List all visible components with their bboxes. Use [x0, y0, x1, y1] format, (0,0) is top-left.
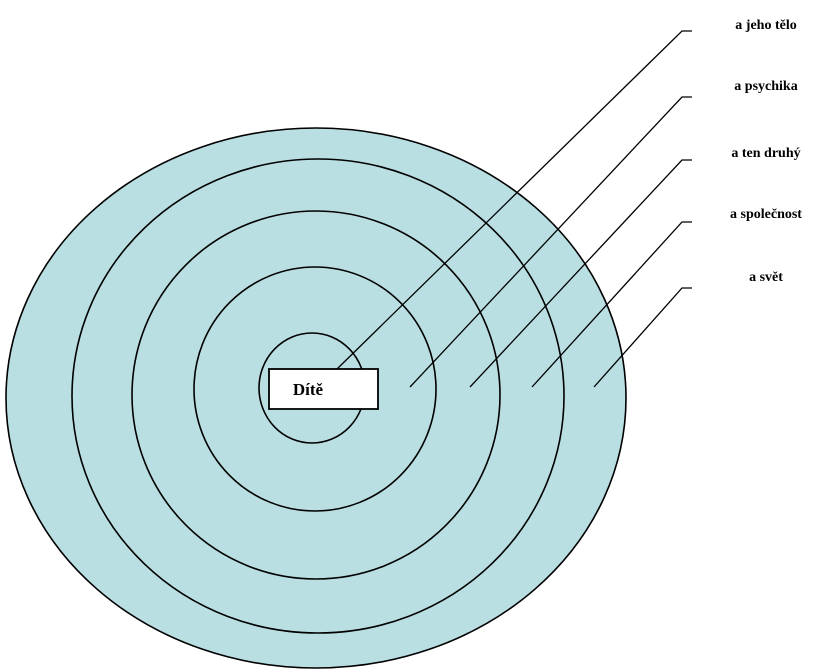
- leader-line-spolecnost: [531, 221, 692, 388]
- leader-line-psychika: [409, 96, 692, 388]
- leader-line-svet: [593, 287, 692, 388]
- layer-label-ten-druhy: a ten druhý: [731, 146, 800, 161]
- layer-label-jeho-telo: a jeho tělo: [735, 18, 796, 33]
- leader-line-ten-druhy: [469, 159, 692, 388]
- leader-line-jeho-telo: [336, 30, 692, 370]
- layer-label-spolecnost: a společnost: [730, 207, 802, 222]
- center-node: Dítě: [268, 368, 379, 410]
- layer-label-psychika: a psychika: [734, 79, 797, 94]
- center-box: [268, 368, 379, 410]
- layer-label-svet: a svět: [749, 270, 783, 285]
- center-label: Dítě: [293, 380, 324, 399]
